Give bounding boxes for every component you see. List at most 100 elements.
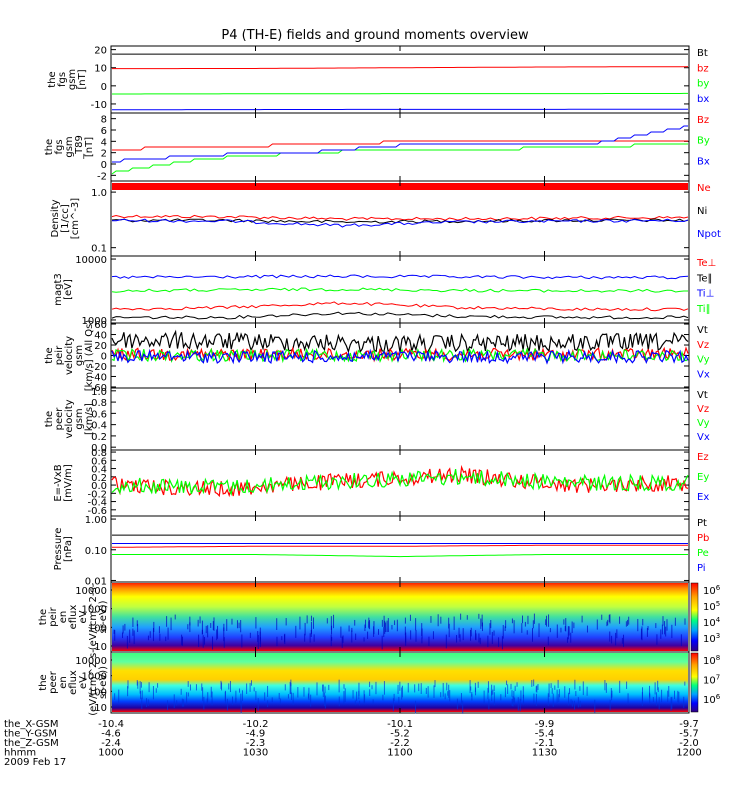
legend-Vz: Vz	[697, 340, 709, 351]
y-axis-label: E=-VxB	[53, 464, 64, 501]
legend-Bz: Bz	[697, 115, 709, 126]
legend-Ti⊥: Ti⊥	[696, 289, 714, 300]
y-axis-label: eV	[78, 676, 89, 689]
legend-Pi: Pi	[697, 563, 706, 574]
x-row-label: hhmm	[4, 748, 36, 759]
y-tick-label: 0.6	[91, 409, 107, 420]
y-axis-label: [nPa]	[63, 536, 74, 562]
y-tick-label: -2	[97, 171, 107, 182]
legend-Ni: Ni	[697, 206, 707, 217]
legend-Ez: Ez	[697, 452, 709, 463]
legend-Bx: Bx	[697, 156, 710, 167]
y-tick-label: 100	[88, 687, 107, 698]
series-Vt	[111, 329, 689, 354]
x-row-label: the_Z-GSM	[4, 738, 59, 749]
legend-Bt: Bt	[697, 48, 708, 59]
y-axis-label: peer	[48, 670, 59, 694]
y-tick-label: 0.6	[91, 456, 107, 467]
y-axis-label: the	[44, 347, 55, 363]
y-axis-label: _T89	[74, 135, 85, 160]
panel-1: the fgs gsm [nT] 20 10 0 -10 Bt bz by bx	[47, 45, 709, 114]
y-axis-label: the	[44, 139, 55, 155]
y-tick-label: 4	[101, 137, 107, 148]
y-axis-label: [1/cc]	[60, 204, 71, 233]
x-tick-label: -5.4	[535, 729, 555, 740]
x-tick-label: -4.6	[101, 729, 121, 740]
legend-Vx: Vx	[697, 432, 710, 443]
y-tick-label: 1000	[82, 672, 107, 683]
series-Ne	[111, 214, 689, 221]
legend-Vy: Vy	[697, 418, 710, 429]
panel-8: Pressure [nPa] 1.00 0.10 0.01 Pt Pb Pe Pi	[53, 515, 709, 587]
panel-frame	[110, 387, 690, 451]
y-axis-label: [eV]	[63, 279, 74, 300]
legend-bx: bx	[697, 94, 709, 105]
y-axis-label: [nT]	[84, 137, 95, 157]
y-tick-label: 10000	[75, 656, 107, 667]
series-Npot	[112, 218, 689, 228]
y-tick-label: 0.8	[91, 398, 107, 409]
series-Vx	[111, 348, 689, 365]
y-tick-label: 40	[94, 331, 107, 342]
panel-frame	[110, 515, 690, 583]
y-axis-label: gsm	[64, 136, 75, 157]
y-axis-label: gsm	[74, 345, 85, 366]
y-tick-label: -0.4	[87, 498, 107, 509]
legend-Te∥: Te∥	[696, 273, 713, 284]
x-tick-label: 1000	[98, 748, 123, 759]
y-axis-label: [cm^-3]	[70, 198, 81, 239]
x-tick-label: -4.9	[246, 729, 266, 740]
series-Bx	[112, 125, 688, 163]
y-tick-label: 10000	[75, 586, 107, 597]
legend-bz: bz	[697, 63, 709, 74]
x-tick-label: -10.1	[387, 719, 413, 730]
y-tick-label: 20	[94, 341, 107, 352]
y-tick-label: 0.4	[91, 465, 107, 476]
y-axis-label: the	[38, 609, 49, 625]
panel-4: magt3 [eV] 10000 1000 Te⊥ Te∥ Ti⊥ Ti∥	[53, 255, 716, 327]
legend-Ey: Ey	[697, 472, 709, 483]
y-tick-label: 10	[94, 703, 107, 714]
legend-Ti∥: Ti∥	[696, 304, 711, 315]
legend-Pb: Pb	[697, 533, 709, 544]
x-tick-label: -2.1	[535, 738, 555, 749]
panel-6: the peer velocity gsm [km/s] 1.00.80.60.40.20…	[44, 387, 710, 454]
panel-5: the peir velocity gsm [km/s] (All Qs) 6040200…	[44, 320, 710, 394]
y-axis-label: magt3	[53, 273, 64, 306]
y-axis-label: gsm	[67, 69, 78, 90]
y-axis-label: the	[44, 411, 55, 427]
y-tick-label: 0.0	[91, 443, 107, 454]
series-Ti∥	[111, 287, 688, 293]
y-tick-label: 8	[101, 115, 107, 126]
y-tick-label: 1000	[82, 605, 107, 616]
y-axis-label: gsm	[74, 408, 85, 429]
y-tick-label: 0.4	[91, 421, 107, 432]
y-tick-label: -0.6	[87, 506, 107, 517]
colorbar-tick-label: 105	[703, 600, 720, 613]
colorbar-tick-label: 103	[703, 632, 720, 645]
y-axis-label: Density	[50, 199, 61, 237]
series-Pe	[112, 554, 688, 558]
series-bz	[112, 66, 689, 70]
y-axis-label: Pressure	[53, 528, 64, 571]
y-axis-label: en	[58, 611, 69, 624]
x-tick-label: 1030	[243, 748, 268, 759]
series-Bz	[112, 140, 688, 151]
y-tick-label: 1000	[82, 316, 107, 327]
x-tick-label: 1130	[532, 748, 557, 759]
y-tick-label: 0.8	[91, 448, 107, 459]
x-axis-date: 2009 Feb 17	[4, 757, 66, 768]
x-tick-label: -5.2	[390, 729, 410, 740]
y-tick-label: 10	[94, 64, 107, 75]
y-axis-label: velocity	[64, 399, 75, 438]
x-tick-label: -10.4	[98, 719, 124, 730]
colorbar-tick-label: 108	[703, 654, 720, 667]
colorbar-tick-label: 106	[703, 584, 721, 597]
x-tick-label: -2.0	[679, 738, 699, 749]
legend-by: by	[697, 79, 709, 90]
series-by	[112, 92, 688, 95]
x-tick-label: 1200	[676, 748, 701, 759]
legend-Vy: Vy	[697, 355, 710, 366]
